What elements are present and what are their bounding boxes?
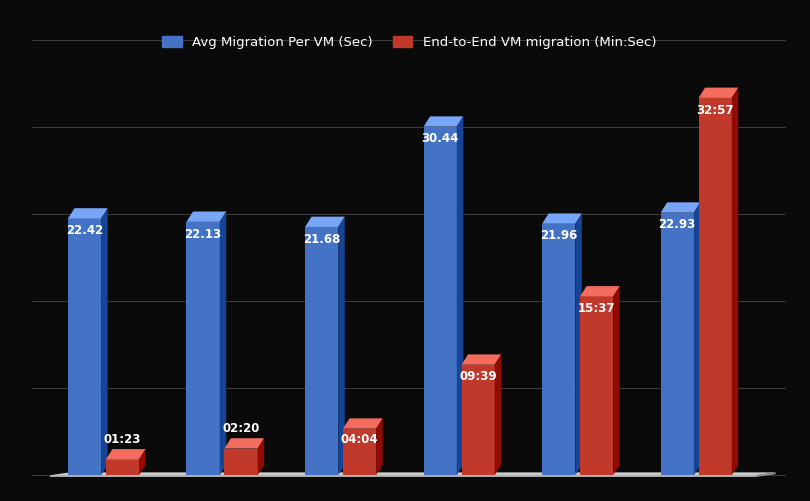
Polygon shape bbox=[756, 472, 776, 477]
Polygon shape bbox=[258, 438, 264, 475]
Polygon shape bbox=[542, 213, 582, 224]
Text: 15:37: 15:37 bbox=[578, 302, 616, 315]
Polygon shape bbox=[106, 449, 146, 459]
Text: 04:04: 04:04 bbox=[341, 433, 378, 446]
Polygon shape bbox=[542, 224, 575, 475]
Polygon shape bbox=[580, 297, 613, 475]
Text: 21.68: 21.68 bbox=[303, 232, 340, 245]
Text: 02:20: 02:20 bbox=[222, 422, 260, 435]
Polygon shape bbox=[731, 88, 738, 475]
Polygon shape bbox=[457, 116, 463, 475]
Polygon shape bbox=[224, 448, 258, 475]
Polygon shape bbox=[101, 208, 108, 475]
Polygon shape bbox=[424, 127, 457, 475]
Polygon shape bbox=[580, 286, 620, 297]
Polygon shape bbox=[224, 438, 264, 448]
Polygon shape bbox=[339, 216, 345, 475]
Polygon shape bbox=[343, 429, 376, 475]
Polygon shape bbox=[68, 208, 108, 218]
Polygon shape bbox=[698, 88, 738, 98]
Polygon shape bbox=[68, 218, 101, 475]
Polygon shape bbox=[495, 354, 501, 475]
Polygon shape bbox=[462, 354, 501, 365]
Polygon shape bbox=[661, 202, 701, 212]
Polygon shape bbox=[186, 222, 220, 475]
Legend: Avg Migration Per VM (Sec), End-to-End VM migration (Min:Sec): Avg Migration Per VM (Sec), End-to-End V… bbox=[156, 29, 663, 56]
Polygon shape bbox=[343, 418, 382, 429]
Polygon shape bbox=[106, 459, 139, 475]
Polygon shape bbox=[220, 211, 226, 475]
Polygon shape bbox=[698, 98, 731, 475]
Polygon shape bbox=[305, 227, 339, 475]
Polygon shape bbox=[424, 116, 463, 127]
Polygon shape bbox=[661, 212, 694, 475]
Text: 09:39: 09:39 bbox=[459, 370, 497, 383]
Polygon shape bbox=[694, 202, 701, 475]
Polygon shape bbox=[575, 213, 582, 475]
Polygon shape bbox=[376, 418, 382, 475]
Polygon shape bbox=[50, 472, 776, 475]
Polygon shape bbox=[139, 449, 146, 475]
Text: 22.42: 22.42 bbox=[66, 224, 103, 237]
Polygon shape bbox=[305, 216, 345, 227]
Polygon shape bbox=[462, 365, 495, 475]
Text: 22.13: 22.13 bbox=[185, 227, 222, 240]
Polygon shape bbox=[50, 475, 756, 477]
Polygon shape bbox=[186, 211, 226, 222]
Text: 21.96: 21.96 bbox=[540, 229, 578, 242]
Text: 22.93: 22.93 bbox=[659, 218, 696, 231]
Text: 01:23: 01:23 bbox=[104, 433, 141, 446]
Text: 32:57: 32:57 bbox=[697, 104, 734, 117]
Polygon shape bbox=[613, 286, 620, 475]
Text: 30.44: 30.44 bbox=[421, 132, 458, 145]
